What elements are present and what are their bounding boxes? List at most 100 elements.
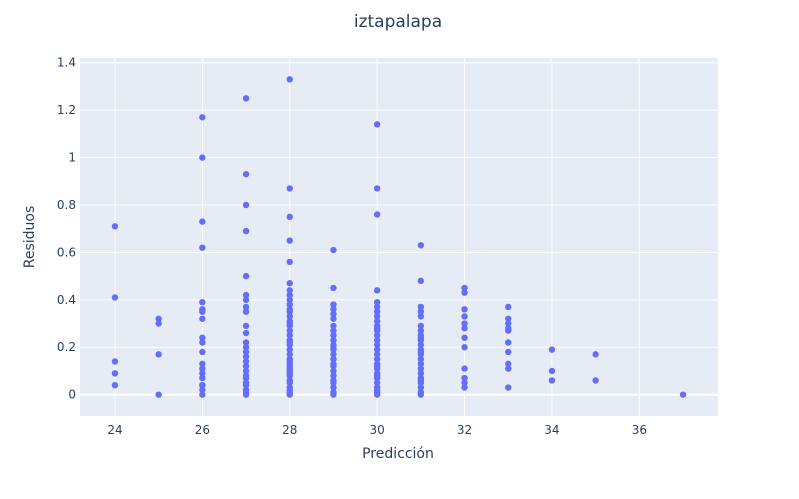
data-point <box>199 315 206 322</box>
data-point <box>111 294 119 301</box>
data-point <box>242 272 250 280</box>
data-point <box>286 320 293 327</box>
data-point <box>417 370 425 377</box>
data-point <box>286 358 293 365</box>
data-point <box>286 370 293 377</box>
data-point <box>286 346 293 353</box>
data-point <box>505 360 512 368</box>
x-tick-label: 32 <box>457 423 472 437</box>
data-point <box>330 384 337 391</box>
data-point <box>505 384 512 391</box>
data-point <box>417 341 425 349</box>
data-point <box>286 301 293 308</box>
data-point <box>330 379 337 387</box>
data-point <box>242 353 250 360</box>
data-point <box>461 334 468 341</box>
data-point <box>199 386 206 394</box>
data-point <box>505 339 512 346</box>
data-point <box>286 332 293 339</box>
data-point <box>242 344 250 351</box>
data-point <box>373 346 381 353</box>
data-point <box>155 320 162 327</box>
x-tick-label: 28 <box>282 423 297 437</box>
data-point <box>592 377 599 384</box>
data-point <box>373 341 381 349</box>
data-point <box>242 291 250 299</box>
data-point <box>417 308 425 315</box>
y-tick-label: 0 <box>68 388 76 402</box>
data-point <box>155 351 162 358</box>
data-point <box>242 227 250 235</box>
data-point <box>199 154 206 161</box>
data-point <box>286 287 293 294</box>
data-point <box>330 367 337 375</box>
data-point <box>199 308 206 315</box>
data-point <box>373 121 381 128</box>
data-point <box>373 287 381 294</box>
data-point <box>242 308 250 315</box>
data-point <box>242 358 250 365</box>
data-point <box>461 289 468 296</box>
data-point <box>461 365 468 372</box>
data-point <box>548 346 556 353</box>
data-point <box>155 391 162 398</box>
data-point <box>417 277 425 285</box>
data-point <box>373 308 381 315</box>
data-point <box>417 334 425 341</box>
data-point <box>242 348 250 356</box>
data-point <box>461 313 468 320</box>
data-point <box>286 237 293 244</box>
data-point <box>199 339 206 346</box>
data-point <box>242 303 250 311</box>
data-point <box>330 351 337 358</box>
data-point <box>286 313 293 320</box>
data-point <box>373 332 381 339</box>
data-point <box>505 315 512 322</box>
data-point <box>373 389 381 396</box>
data-point <box>373 336 381 344</box>
data-point <box>199 334 206 341</box>
data-point <box>505 320 512 327</box>
data-point <box>242 374 250 382</box>
data-point <box>373 185 381 192</box>
data-point <box>330 363 337 370</box>
data-point <box>330 336 337 344</box>
data-point <box>111 381 119 389</box>
data-point <box>242 296 250 304</box>
data-point <box>330 301 337 308</box>
data-point <box>242 95 250 102</box>
data-point <box>242 201 250 209</box>
data-point <box>286 389 293 396</box>
y-tick-label: 0.2 <box>57 340 76 354</box>
data-point <box>461 384 468 391</box>
data-point <box>286 258 293 266</box>
data-point <box>330 355 337 363</box>
data-point <box>286 351 293 358</box>
data-point <box>373 325 381 332</box>
data-point <box>199 114 206 121</box>
data-point <box>373 372 381 379</box>
data-point <box>592 351 599 358</box>
y-tick-label: 1 <box>68 151 76 165</box>
data-point <box>155 315 162 322</box>
data-point <box>199 381 206 389</box>
data-point <box>330 372 337 379</box>
data-point <box>417 355 425 363</box>
data-point <box>417 377 425 384</box>
plot-background <box>80 58 718 416</box>
data-point <box>461 379 468 387</box>
data-point <box>286 76 293 83</box>
data-point <box>373 317 381 325</box>
grid-layer <box>80 58 718 416</box>
data-point <box>286 291 293 299</box>
x-tick-label: 24 <box>107 423 122 437</box>
data-point <box>199 298 206 306</box>
data-point <box>199 374 206 382</box>
data-point <box>461 306 468 313</box>
data-point <box>111 358 119 365</box>
data-point <box>417 391 425 398</box>
data-point <box>199 365 206 372</box>
data-point <box>461 344 468 351</box>
data-point <box>548 377 556 384</box>
data-point <box>242 363 250 370</box>
